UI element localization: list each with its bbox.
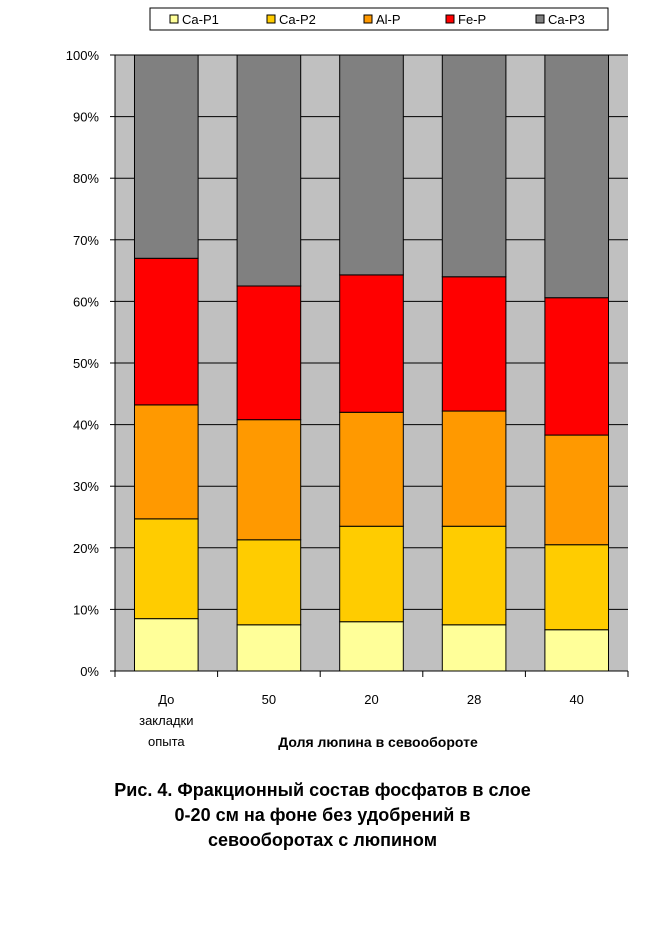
bar-segment: [441, 276, 507, 412]
y-tick-label: 10%: [73, 602, 99, 617]
bar-segment: [339, 274, 404, 413]
y-tick-label: 90%: [73, 110, 99, 125]
bar-segment: [236, 624, 302, 672]
bar-segment: [236, 285, 302, 421]
legend-label: Ca-P1: [182, 12, 219, 27]
caption-line: севооборотах с люпином: [207, 830, 438, 850]
stacked-bar-chart: Ca-P1 Ca-P2 Al-P Fe-P Ca-P3 0% 10% 20% 30% 40% 50…: [66, 7, 629, 750]
y-tick-label: 30%: [73, 479, 99, 494]
y-tick-label: 50%: [73, 356, 99, 371]
x-tick-label: До: [158, 692, 174, 707]
bar-segment: [544, 544, 610, 631]
caption-line: 0-20 см на фоне без удобрений в: [174, 805, 471, 825]
bar-segment: [133, 618, 199, 672]
legend-swatch: [266, 14, 276, 24]
bar-segment: [441, 525, 507, 626]
bar-segment: [133, 518, 199, 620]
bar-segment: [339, 525, 404, 623]
y-tick-label: 80%: [73, 171, 99, 186]
x-tick-label: 40: [569, 692, 583, 707]
bar-segment: [544, 297, 610, 436]
legend: Ca-P1 Ca-P2 Al-P Fe-P Ca-P3: [169, 12, 585, 27]
bar-segment: [441, 410, 507, 527]
bar-segment: [236, 419, 302, 541]
bar-segment: [236, 54, 302, 287]
bar-segment: [441, 624, 507, 672]
caption-line: Рис. 4. Фракционный состав фосфатов в сл…: [114, 780, 531, 800]
x-tick-label: 28: [467, 692, 481, 707]
y-tick-label: 20%: [73, 541, 99, 556]
bar-segment: [133, 404, 199, 520]
bar-segment: [236, 539, 302, 626]
y-axis-ticks: 0% 10% 20% 30% 40% 50% 60% 70% 80% 90% 100%: [66, 48, 115, 679]
bar-segment: [133, 257, 199, 406]
bar-segment: [544, 434, 610, 546]
x-axis-label: Доля люпина в севообороте: [278, 734, 478, 750]
legend-label: Ca-P3: [548, 12, 585, 27]
y-tick-label: 70%: [73, 233, 99, 248]
legend-label: Fe-P: [458, 12, 486, 27]
legend-swatch: [363, 14, 373, 24]
y-tick-label: 100%: [66, 48, 100, 63]
legend-swatch: [445, 14, 455, 24]
bar-segment: [339, 411, 404, 527]
x-axis-ticks: До закладки опыта 50 20 28 40: [114, 671, 629, 749]
x-tick-label: 50: [262, 692, 276, 707]
x-tick-label: закладки: [139, 713, 193, 728]
y-tick-label: 0%: [80, 664, 99, 679]
legend-swatch: [169, 14, 179, 24]
bars: [133, 54, 610, 672]
x-tick-label: 20: [364, 692, 378, 707]
bar-segment: [544, 54, 610, 299]
y-tick-label: 60%: [73, 294, 99, 309]
bar-segment: [339, 54, 404, 276]
bar-segment: [544, 629, 610, 672]
legend-box: [149, 7, 609, 31]
figure-caption: Рис. 4. Фракционный состав фосфатов в сл…: [0, 778, 645, 853]
legend-label: Ca-P2: [279, 12, 316, 27]
bar-segment: [133, 54, 199, 259]
legend-label: Al-P: [376, 12, 401, 27]
legend-swatch: [535, 14, 545, 24]
bar-segment: [339, 621, 404, 672]
bar-segment: [441, 54, 507, 278]
y-tick-label: 40%: [73, 418, 99, 433]
x-tick-label: опыта: [148, 734, 185, 749]
